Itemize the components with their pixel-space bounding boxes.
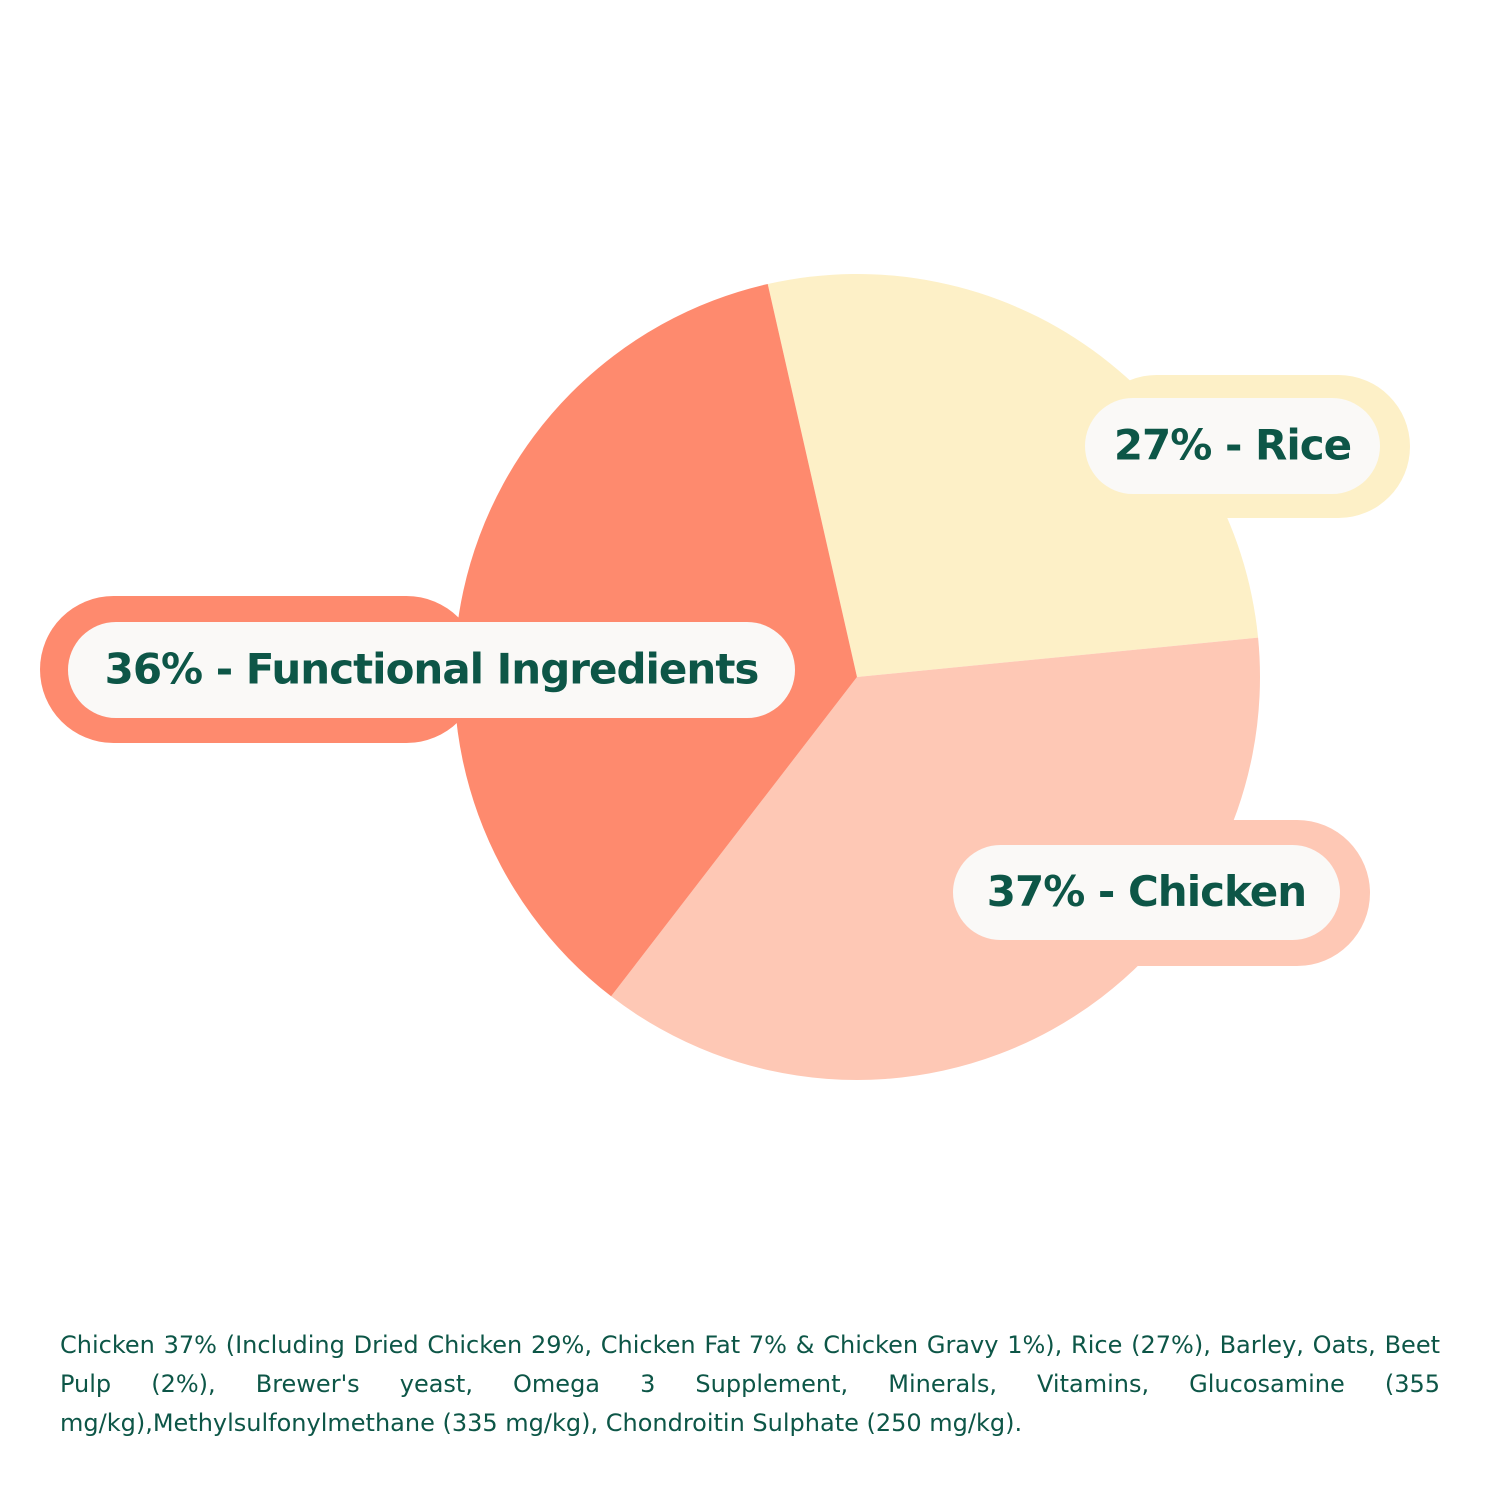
chart: 27% - Rice 37% - Chicken 36% - Functional … bbox=[40, 274, 1410, 1080]
pie-slice bbox=[611, 637, 1260, 1080]
slice-label: 27% - Rice bbox=[1114, 421, 1351, 470]
ingredients-note: Chicken 37% (Including Dried Chicken 29%… bbox=[60, 1331, 1440, 1437]
slice-label: 36% - Functional Ingredients bbox=[105, 645, 759, 694]
label-pill bbox=[68, 622, 795, 718]
slice-label: 37% - Chicken bbox=[987, 867, 1306, 916]
label-pill bbox=[1085, 398, 1380, 494]
label-pill bbox=[953, 845, 1340, 940]
pie-slice bbox=[767, 274, 1259, 677]
